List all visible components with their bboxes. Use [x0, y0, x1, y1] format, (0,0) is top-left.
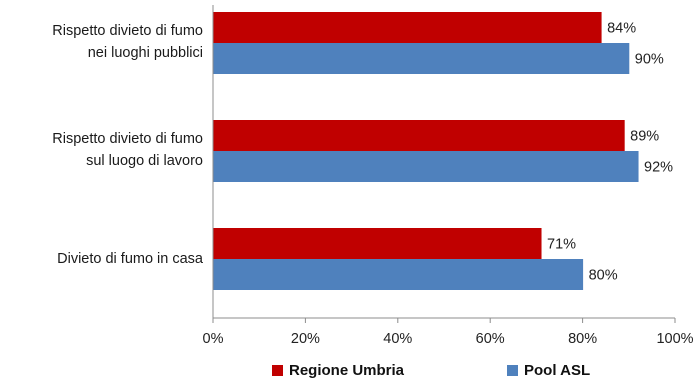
legend-item-pool-asl: Pool ASL [507, 362, 590, 379]
x-tick-label-3: 60% [476, 331, 505, 347]
data-label-regione-umbria-2: 71% [547, 237, 576, 253]
data-label-regione-umbria-0: 84% [607, 21, 636, 37]
x-tick-label-0: 0% [203, 331, 224, 347]
legend-swatch-pool-asl [507, 365, 518, 376]
legend-item-regione-umbria: Regione Umbria [272, 362, 404, 379]
category-label-workplace: Rispetto divieto di fumo sul luogo di la… [52, 131, 203, 169]
category-label-public-places: Rispetto divieto di fumo nei luoghi pubb… [52, 23, 203, 61]
x-tick-label-1: 20% [291, 331, 320, 347]
legend-label-pool-asl: Pool ASL [524, 362, 591, 379]
bar-regione-umbria-2 [213, 228, 542, 259]
legend-swatch-regione-umbria [272, 365, 283, 376]
data-label-pool-asl-2: 80% [589, 268, 618, 284]
category-label-home: Divieto di fumo in casa [57, 251, 203, 267]
data-label-regione-umbria-1: 89% [630, 129, 659, 145]
x-tick-label-2: 40% [383, 331, 412, 347]
legend-label-regione-umbria: Regione Umbria [289, 362, 405, 379]
bar-pool-asl-2 [213, 259, 584, 290]
bar-pool-asl-1 [213, 151, 639, 182]
x-tick-label-4: 80% [568, 331, 597, 347]
data-label-pool-asl-0: 90% [635, 52, 664, 68]
bar-pool-asl-0 [213, 43, 630, 74]
bar-regione-umbria-1 [213, 120, 625, 151]
data-label-pool-asl-1: 92% [644, 160, 673, 176]
bar-regione-umbria-0 [213, 12, 602, 43]
x-tick-label-5: 100% [656, 331, 693, 347]
